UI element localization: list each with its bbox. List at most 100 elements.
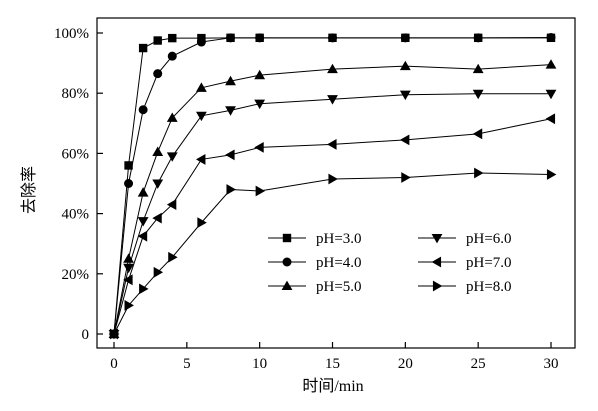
data-point	[225, 106, 236, 116]
legend-item: pH=3.0	[268, 231, 362, 247]
legend-marker	[282, 257, 292, 267]
legend-item: pH=6.0	[418, 231, 512, 247]
series-line	[113, 64, 552, 335]
data-point	[254, 99, 266, 110]
legend-marker	[281, 280, 293, 291]
x-tick-label: 15	[325, 356, 340, 372]
data-point	[472, 63, 484, 74]
series-4	[108, 89, 557, 340]
data-point	[254, 69, 266, 80]
legend-item: pH=8.0	[418, 279, 512, 295]
data-point	[255, 33, 265, 43]
data-point	[226, 33, 236, 43]
data-point	[123, 263, 134, 274]
x-tick-label: 20	[398, 356, 413, 372]
data-point	[196, 111, 207, 122]
legend-item: pH=7.0	[418, 255, 512, 271]
legend-label: pH=3.0	[316, 231, 362, 247]
data-point	[196, 154, 206, 165]
data-point	[168, 33, 177, 43]
data-point	[137, 230, 148, 242]
data-point	[196, 37, 206, 47]
data-point	[474, 167, 484, 179]
data-point	[472, 89, 484, 100]
data-point	[124, 161, 133, 170]
data-point	[546, 169, 557, 180]
legend-marker	[282, 233, 292, 243]
data-point	[152, 179, 164, 189]
data-point	[166, 152, 178, 162]
series-line	[113, 93, 551, 335]
data-point	[166, 112, 178, 122]
legend-label: pH=7.0	[466, 255, 512, 271]
data-point	[109, 328, 120, 340]
data-point	[123, 274, 133, 286]
data-point	[400, 33, 410, 43]
data-point	[138, 105, 148, 115]
series-line	[113, 172, 552, 335]
legend-marker	[431, 256, 442, 268]
plot-frame	[96, 17, 576, 349]
x-axis-title: 时间/min	[302, 377, 363, 395]
x-tick-label: 0	[110, 356, 118, 372]
data-point	[255, 185, 266, 197]
legend-marker	[431, 233, 443, 244]
data-point	[254, 141, 264, 153]
x-tick-label: 25	[471, 356, 486, 372]
data-point	[327, 138, 337, 150]
series-5	[108, 113, 556, 340]
data-point	[472, 128, 483, 140]
data-point	[166, 199, 177, 210]
plot-area	[108, 33, 557, 340]
data-point	[225, 75, 236, 86]
data-point	[399, 90, 411, 101]
series-6	[109, 167, 557, 340]
axes: 0 5 10 15 20 25 30 0 20% 40% 60% 80% 100%	[54, 17, 576, 372]
data-point	[327, 95, 338, 105]
legend-marker	[432, 280, 443, 292]
data-point	[545, 113, 556, 125]
legend: pH=3.0 pH=4.0 pH=5.0 pH=6.0 pH=7.0 pH=8.0	[268, 231, 512, 295]
x-tick-label: 5	[183, 356, 191, 372]
data-point	[546, 33, 556, 43]
data-point	[137, 217, 149, 227]
y-tick-label: 80%	[62, 86, 90, 102]
data-point	[153, 266, 164, 278]
data-point	[328, 173, 338, 185]
data-point	[473, 33, 483, 43]
legend-item: pH=5.0	[268, 279, 362, 295]
data-point	[168, 251, 178, 263]
data-point	[153, 69, 163, 79]
data-point	[226, 184, 236, 195]
data-point	[545, 59, 557, 69]
data-point	[138, 43, 148, 53]
legend-label: pH=5.0	[316, 279, 362, 295]
legend-label: pH=8.0	[466, 279, 512, 295]
data-point	[196, 82, 207, 92]
data-point	[124, 179, 134, 188]
y-tick-label: 20%	[62, 267, 90, 283]
legend-label: pH=4.0	[316, 255, 362, 271]
y-axis-title: 去除率	[20, 166, 38, 214]
data-point	[327, 63, 338, 74]
y-tick-label: 60%	[62, 146, 90, 162]
data-point	[328, 33, 337, 43]
data-point	[124, 300, 134, 311]
data-point	[225, 149, 235, 161]
data-point	[401, 172, 411, 183]
series-2	[109, 33, 556, 339]
data-point	[197, 217, 207, 229]
x-tick-label: 30	[544, 356, 559, 372]
data-point	[139, 283, 149, 295]
legend-item: pH=4.0	[268, 255, 362, 271]
data-point	[152, 146, 164, 156]
data-point	[399, 134, 410, 146]
data-point	[399, 60, 411, 71]
data-point	[152, 212, 162, 224]
data-point	[137, 187, 149, 197]
x-tick-label: 10	[252, 356, 267, 372]
data-point	[545, 89, 557, 100]
data-point	[153, 36, 162, 45]
data-point	[167, 51, 177, 61]
